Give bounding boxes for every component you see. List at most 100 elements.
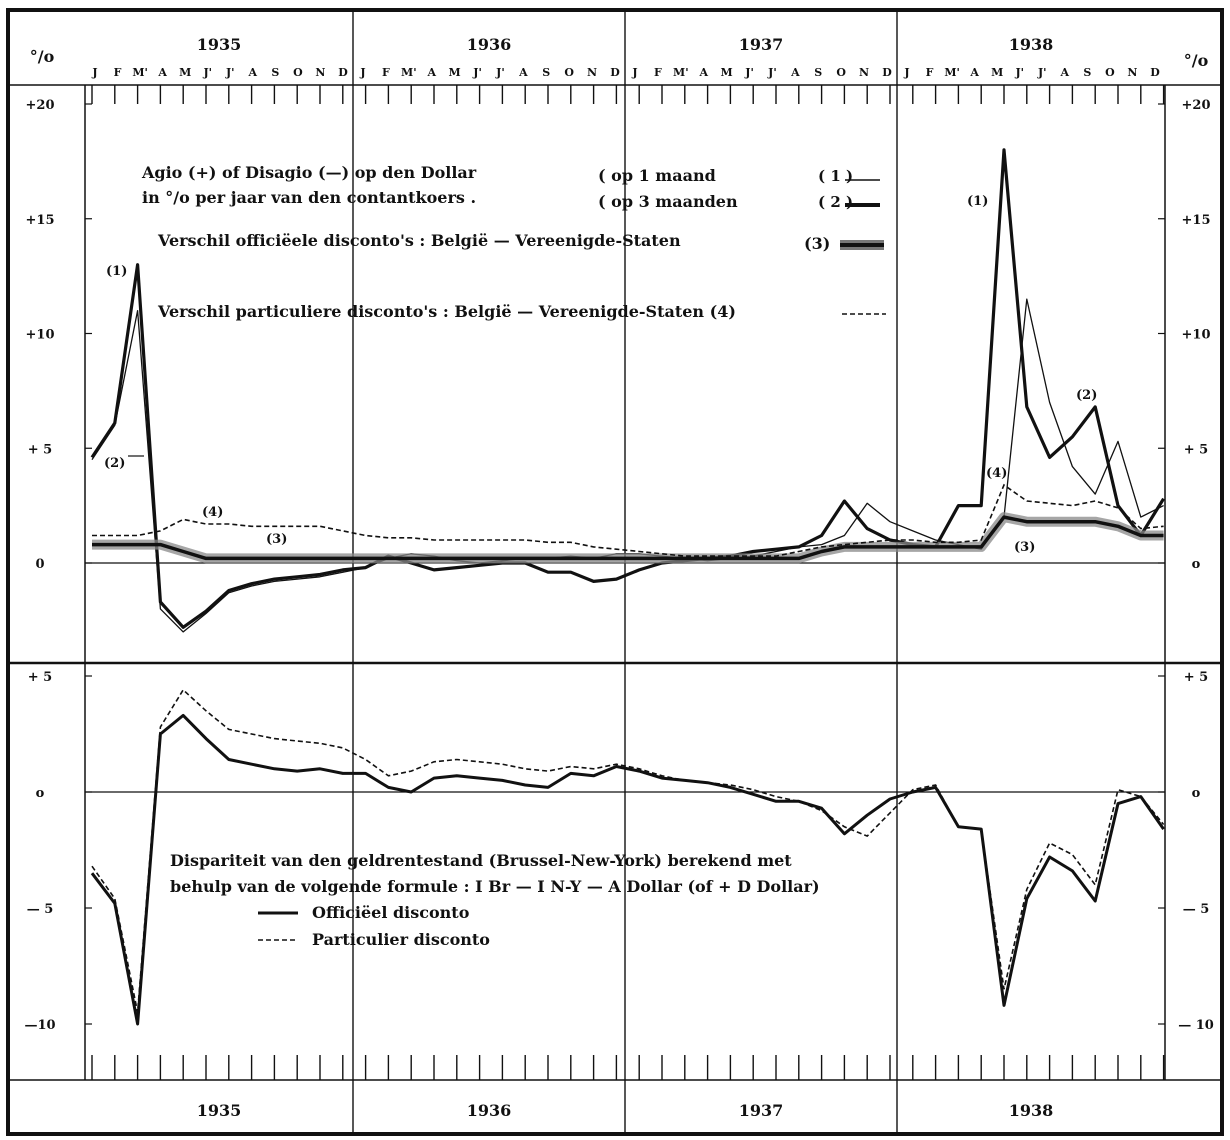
month-label: J': [744, 66, 754, 79]
bottom-ytick-label-left: + 5: [28, 670, 52, 685]
bottom-ytick-label-right: o: [1192, 786, 1201, 801]
month-label: S: [814, 66, 822, 79]
annotation-1-right: (1): [967, 194, 988, 209]
month-label: J: [359, 66, 365, 79]
month-label: J': [202, 66, 212, 79]
year-label-bottom: 1935: [197, 1101, 242, 1120]
month-label: M': [944, 66, 960, 79]
year-label-top: 1935: [197, 35, 242, 54]
bottom-series-2-point: [319, 742, 321, 744]
month-label: O: [836, 66, 846, 79]
month-label: M: [179, 66, 191, 79]
bottom-ytick-label-left: —10: [24, 1018, 55, 1033]
top-annotations: (1) (2) (4) (3) (1) (2) (4) (3): [104, 194, 1097, 555]
month-label: J': [767, 66, 777, 79]
month-label: F: [926, 66, 934, 79]
month-label: A: [969, 66, 979, 79]
bottom-series-2-point: [775, 795, 777, 797]
legend-s4-label: Verschil particuliere disconto's : Belgi…: [157, 302, 736, 321]
bottom-legend-s1-label: Officiëel disconto: [312, 903, 470, 922]
year-label-top: 1936: [467, 35, 512, 54]
month-label: F: [654, 66, 662, 79]
month-label: M: [449, 66, 461, 79]
top-ytick-label-left: 0: [35, 557, 44, 572]
month-label: A: [157, 66, 167, 79]
top-series-4-point: [364, 534, 366, 536]
year-label-top: 1938: [1009, 35, 1054, 54]
month-label: J': [472, 66, 482, 79]
month-label: D: [338, 66, 348, 79]
month-label: F: [114, 66, 122, 79]
bottom-series-2-line: [91, 688, 1165, 1013]
bottom-series-2-point: [547, 770, 549, 772]
month-label: O: [1105, 66, 1115, 79]
month-label: A: [1060, 66, 1070, 79]
month-label: J: [631, 66, 637, 79]
unit-label-left: °/o: [30, 47, 55, 66]
bottom-ytick-label-left: — 5: [27, 902, 54, 917]
top-ytick-label-right: o: [1192, 557, 1201, 572]
top-panel: +20 +20 +15 +15 +10 +10 + 5 + 5 0 o: [26, 98, 1211, 633]
outer-frame: [6, 8, 1224, 1136]
annotation-4-right: (4): [986, 466, 1007, 481]
bottom-title-line2: behulp van de volgende formule : I Br — …: [170, 877, 820, 896]
year-label-bottom: 1937: [739, 1101, 784, 1120]
legend-s3-label: Verschil officiëele disconto's : België …: [157, 231, 681, 250]
month-label: A: [248, 66, 258, 79]
top-ytick-label-left: +15: [26, 213, 55, 228]
annotation-3-left: (3): [266, 532, 287, 547]
annotation-3-right: (3): [1014, 540, 1035, 555]
legend-s1-label: ( op 1 maand: [598, 166, 716, 185]
top-ytick-label-left: +20: [26, 98, 55, 113]
bottom-legend: Dispariteit van den geldrentestand (Brus…: [170, 851, 820, 949]
month-label: N: [859, 66, 869, 79]
top-series-4-point: [182, 518, 184, 520]
top-ytick-label-right: +10: [1182, 328, 1211, 343]
month-label: S: [271, 66, 279, 79]
unit-label-right: °/o: [1184, 51, 1209, 70]
top-ytick-label-right: +20: [1182, 98, 1211, 113]
month-label: S: [542, 66, 550, 79]
month-label: A: [698, 66, 708, 79]
month-label: J: [903, 66, 909, 79]
annotation-2-left: (2): [104, 456, 125, 471]
month-label: O: [564, 66, 574, 79]
month-label: J': [1037, 66, 1047, 79]
legend-agio-title: Agio (+) of Disagio (—) op den Dollar: [141, 163, 477, 182]
month-label: D: [610, 66, 620, 79]
month-label: M': [132, 66, 148, 79]
legend-s2-key: ( 2 ): [818, 193, 853, 211]
bottom-series-1-line: [90, 713, 1165, 1026]
legend-s3-key: (3): [804, 234, 830, 253]
month-label: A: [518, 66, 528, 79]
month-label: J: [91, 66, 97, 79]
top-series-3-line-band: [92, 512, 1164, 564]
top-series-2-line: [90, 148, 1165, 629]
month-label: N: [315, 66, 325, 79]
legend-agio-subtitle: in °/o per jaar van den contantkoers .: [142, 188, 476, 207]
bottom-legend-s2-label: Particulier disconto: [312, 930, 490, 949]
top-ytick-label-left: + 5: [28, 442, 52, 457]
month-label: N: [1127, 66, 1137, 79]
top-series-4-point: [1048, 502, 1050, 504]
month-label: S: [1083, 66, 1091, 79]
month-label: A: [426, 66, 436, 79]
bottom-ytick-label-left: o: [36, 786, 45, 801]
bottom-ytick-label-right: + 5: [1184, 670, 1208, 685]
legend-s2-label: ( op 3 maanden: [598, 192, 738, 211]
year-label-bottom: 1938: [1009, 1101, 1054, 1120]
top-series-4-point: [524, 539, 526, 541]
year-label-top: 1937: [739, 35, 784, 54]
legend-s1-key: ( 1 ): [818, 167, 853, 185]
month-label: O: [293, 66, 303, 79]
month-label: J': [1014, 66, 1024, 79]
bottom-series-2-point: [752, 789, 754, 791]
top-legend: Agio (+) of Disagio (—) op den Dollar in…: [141, 163, 886, 321]
month-label: A: [790, 66, 800, 79]
month-label: M: [721, 66, 733, 79]
top-series-3-line: [92, 515, 1164, 561]
bottom-title-line1: Dispariteit van den geldrentestand (Brus…: [170, 851, 792, 870]
month-label: J': [225, 66, 235, 79]
